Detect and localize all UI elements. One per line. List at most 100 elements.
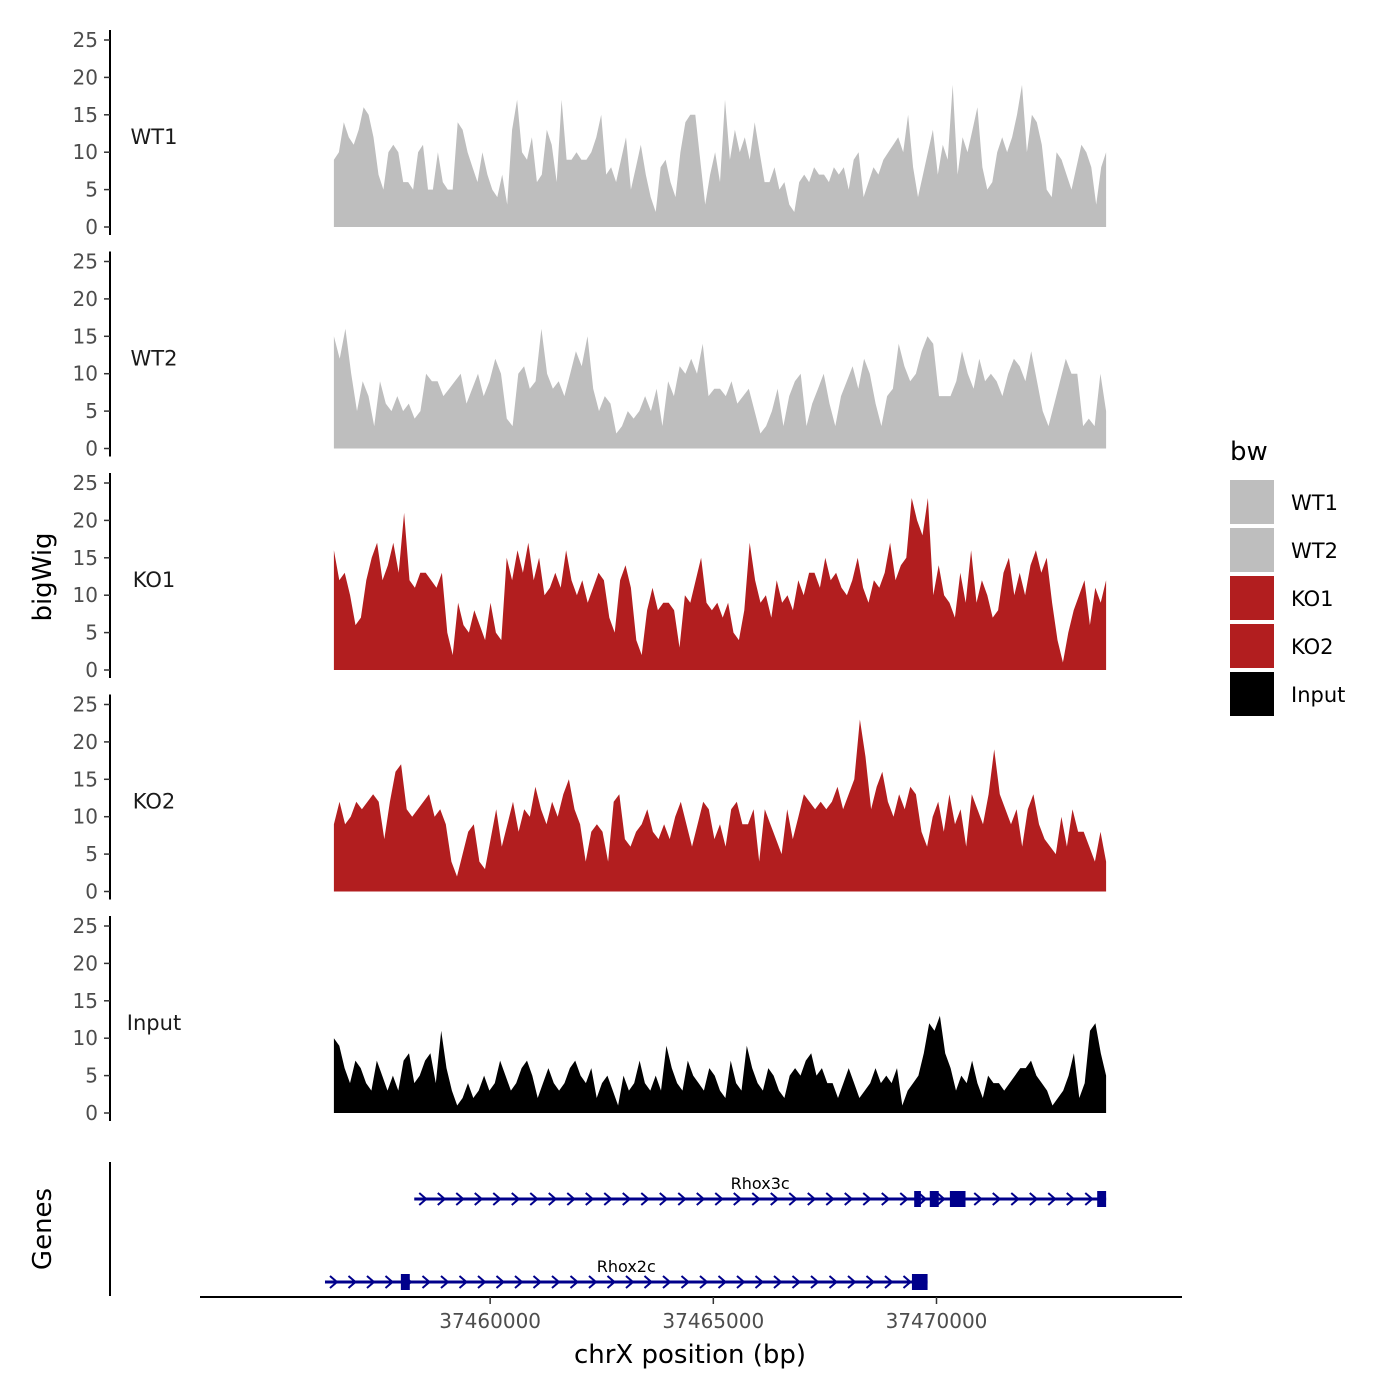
- strand-arrow: [865, 1275, 876, 1289]
- legend-key-wt2: [1230, 528, 1274, 572]
- strand-arrow: [643, 1275, 654, 1289]
- strand-arrow: [992, 1192, 1002, 1206]
- strand-arrow: [659, 1192, 669, 1206]
- gene-rhox2c: Rhox2c: [324, 1257, 928, 1290]
- strand-arrow: [529, 1192, 539, 1206]
- strand-arrow: [662, 1275, 672, 1289]
- y-tick-label: 20: [73, 287, 98, 311]
- strand-arrow: [791, 1275, 802, 1289]
- legend-key-input: [1230, 672, 1274, 716]
- y-tick-label: 15: [73, 546, 98, 570]
- strand-arrow: [329, 1275, 339, 1289]
- x-tick-label: 37460000: [439, 1309, 541, 1333]
- y-tick-label: 0: [85, 658, 98, 682]
- legend-key-ko1: [1230, 576, 1274, 620]
- strand-arrow: [899, 1192, 909, 1206]
- strand-arrow: [680, 1275, 691, 1289]
- strand-arrow: [548, 1192, 558, 1206]
- legend-label-ko2: KO2: [1291, 635, 1334, 659]
- strand-arrow: [936, 1192, 946, 1206]
- strand-arrow: [773, 1275, 783, 1289]
- track-label: WT1: [131, 125, 178, 149]
- strand-arrow: [1010, 1192, 1020, 1206]
- exon: [949, 1191, 966, 1207]
- strand-arrow: [440, 1275, 450, 1289]
- strand-arrow: [588, 1275, 598, 1289]
- legend: bw WT1 WT2 KO1 KO2 Input: [1230, 437, 1345, 716]
- strand-arrow: [418, 1192, 428, 1206]
- strand-arrow: [474, 1192, 484, 1206]
- exon: [400, 1274, 410, 1290]
- exon: [911, 1274, 928, 1290]
- strand-arrow: [347, 1275, 358, 1289]
- strand-arrow: [606, 1275, 617, 1289]
- area-wt2: [333, 328, 1107, 449]
- track-ko2: 0 5 10 15 20 25 KO2: [73, 693, 1107, 904]
- y-tick-label: 15: [73, 989, 98, 1013]
- y-tick-label: 10: [73, 1026, 98, 1050]
- y-tick-label: 10: [73, 805, 98, 829]
- y-tick-label: 10: [73, 362, 98, 386]
- y-tick-label: 5: [85, 399, 98, 423]
- y-tick-label: 25: [73, 250, 98, 274]
- strand-arrow: [733, 1192, 743, 1206]
- strand-arrow: [566, 1192, 576, 1206]
- strand-arrow: [810, 1275, 820, 1289]
- strand-arrow: [751, 1192, 761, 1206]
- strand-arrow: [569, 1275, 580, 1289]
- track-wt1: 0 5 10 15 20 25 WT1: [73, 28, 1107, 239]
- strand-arrow: [717, 1275, 728, 1289]
- y-tick-label: 20: [73, 65, 98, 89]
- strand-arrow: [788, 1192, 798, 1206]
- legend-label-ko1: KO1: [1291, 587, 1334, 611]
- y-tick-label: 25: [73, 28, 98, 52]
- y-tick-label: 5: [85, 621, 98, 645]
- gene-track: Rhox3c Rhox2c: [324, 1174, 1107, 1290]
- y-tick-label: 5: [85, 842, 98, 866]
- legend-key-wt1: [1230, 480, 1274, 524]
- legend-label-wt1: WT1: [1291, 491, 1338, 515]
- legend-label-wt2: WT2: [1291, 539, 1338, 563]
- strand-arrow: [825, 1192, 835, 1206]
- x-tick-label: 37470000: [886, 1309, 988, 1333]
- y-tick-label: 10: [73, 583, 98, 607]
- y-tick-label: 0: [85, 1101, 98, 1125]
- strand-arrow: [551, 1275, 561, 1289]
- strand-arrow: [514, 1275, 524, 1289]
- y-tick-label: 15: [73, 324, 98, 348]
- legend-label-input: Input: [1291, 683, 1345, 707]
- strand-arrow: [754, 1275, 765, 1289]
- bigwig-tracks: 0510152025WT10510152025WT20510152025KO10…: [73, 28, 1107, 1125]
- y-tick-label: 15: [73, 767, 98, 791]
- strand-arrow: [532, 1275, 543, 1289]
- area-ko1: [333, 498, 1107, 670]
- strand-arrow: [455, 1192, 465, 1206]
- strand-arrow: [1066, 1192, 1076, 1206]
- y-tick-label: 20: [73, 508, 98, 532]
- strand-arrow: [625, 1275, 635, 1289]
- strand-arrow: [366, 1275, 376, 1289]
- y-tick-label: 25: [73, 471, 98, 495]
- strand-arrow: [770, 1192, 780, 1206]
- track-label: KO2: [133, 790, 176, 814]
- strand-arrow: [844, 1192, 854, 1206]
- strand-arrow: [696, 1192, 706, 1206]
- area-ko2: [333, 719, 1107, 892]
- area-wt1: [333, 84, 1107, 228]
- track-label: WT2: [131, 347, 178, 371]
- strand-arrow: [862, 1192, 872, 1206]
- y-tick-label: 20: [73, 951, 98, 975]
- strand-arrow: [828, 1275, 839, 1289]
- strand-arrow: [714, 1192, 724, 1206]
- gene-rhox3c: Rhox3c: [414, 1174, 1107, 1207]
- strand-arrow: [1047, 1192, 1057, 1206]
- x-axis-title: chrX position (bp): [574, 1340, 806, 1370]
- exon: [1097, 1191, 1107, 1207]
- track-ko1: 0 5 10 15 20 25 KO1: [73, 471, 1107, 682]
- strand-arrow: [973, 1192, 983, 1206]
- strand-arrow: [902, 1275, 913, 1289]
- strand-arrow: [603, 1192, 613, 1206]
- strand-arrow: [495, 1275, 506, 1289]
- y-tick-label: 25: [73, 914, 98, 938]
